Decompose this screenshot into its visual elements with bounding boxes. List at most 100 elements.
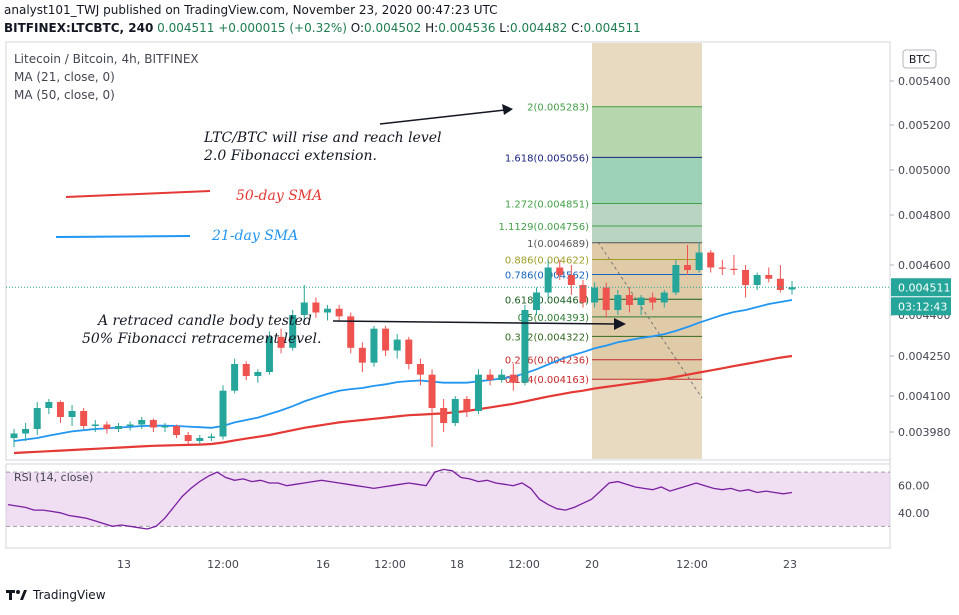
candle-body [486,374,494,380]
candle-body [544,267,552,293]
candle-body [637,297,645,305]
rsi-line [7,468,793,530]
candle-body [393,339,401,351]
last-price-tag-label: 0.004511 [898,281,951,294]
candle-body [312,302,320,313]
time-tick-label: 20 [585,558,599,571]
retrace-note-line1: A retraced candle body tested [96,313,312,329]
candle-body [45,402,53,408]
candle [126,421,134,431]
candle [556,260,564,280]
candle-body [254,372,262,376]
candle-body [347,316,355,348]
sma21-legend-line [55,235,191,238]
candle [730,255,738,275]
candle-body [56,402,64,417]
candle [695,242,703,273]
candle [521,305,529,386]
low-label: L: [499,21,511,35]
candle [22,423,30,441]
tradingview-logo-icon [6,590,27,600]
fibonacci-zone [592,43,703,459]
candle-body [207,436,215,438]
ma50-line [13,354,793,455]
tradingview-logo[interactable]: TradingView [6,588,106,602]
candle [416,358,424,386]
candle [45,399,53,414]
annotation-layer: 50-day SMA 21-day SMA LTC/BTC will rise an… [55,104,626,347]
last-price-tag [891,278,951,297]
candle [184,432,192,444]
ma50-legend: MA (50, close, 0) [14,88,115,102]
price-pane-frame [5,41,891,461]
candle [56,400,64,423]
candle-body [428,374,436,408]
candle-body [660,292,668,303]
candle [91,420,99,432]
open-value: 0.004502 [364,21,422,35]
candle-body [231,364,239,391]
candle-body [509,374,517,383]
candle-body [242,364,250,376]
candle-body [265,336,273,372]
price-tick-label: 0.005000 [898,164,951,177]
candle-body [10,433,18,438]
candle-body [521,310,529,383]
candle [242,361,250,380]
fib-level-label: 1.272(0.004851) [505,200,589,211]
candle [10,429,18,447]
fib-zone-lower [592,242,702,380]
candle-body [358,347,366,363]
candle [289,310,297,351]
candle-body [33,408,41,429]
candle [672,260,680,295]
candle-body [625,295,633,305]
candle [579,280,587,308]
candle [312,297,320,318]
open-label: O: [350,21,365,35]
candle [207,433,215,441]
candle [428,369,436,447]
rsi-label: RSI (14, close) [14,471,93,484]
candle-body [138,420,146,425]
candle-body [219,390,227,437]
currency-badge-label: BTC [909,53,931,66]
candle [138,417,146,429]
sma21-annotation: 21-day SMA [211,228,298,244]
candle-body [22,429,30,434]
candle [614,290,622,315]
candle-body [591,287,599,303]
countdown-tag [891,297,951,316]
candle-body [614,295,622,310]
candle [498,369,506,383]
candle [115,423,123,432]
candle [68,405,76,426]
candle-body [649,297,657,303]
candle [277,328,285,354]
candle-body [277,336,285,348]
ma21-line [13,299,793,442]
fib-level-label: 0.114(0.004163) [505,375,589,386]
candle [358,342,366,372]
fib-level-label: 0.236(0.004236) [505,356,589,367]
price-tick-label: 0.003980 [898,426,951,439]
currency-badge-box [902,49,937,69]
price-tick-label: 0.005400 [898,75,951,88]
candle [219,385,227,440]
candle [544,260,552,298]
candle [451,396,459,426]
candle-body [440,408,448,423]
retrace-arrow [332,320,617,325]
candle [567,265,575,295]
candle-body [382,328,390,351]
rsi-tick-label: 60.00 [898,480,930,493]
candle [103,421,111,434]
candle [370,325,378,367]
candle-body [149,420,157,428]
candle-body [405,339,413,364]
symbol-name: BITFINEX:LTCBTC, 240 [4,21,154,35]
candle-body [463,399,471,411]
candle-body [80,411,88,426]
currency-badge[interactable]: BTC [902,49,937,69]
